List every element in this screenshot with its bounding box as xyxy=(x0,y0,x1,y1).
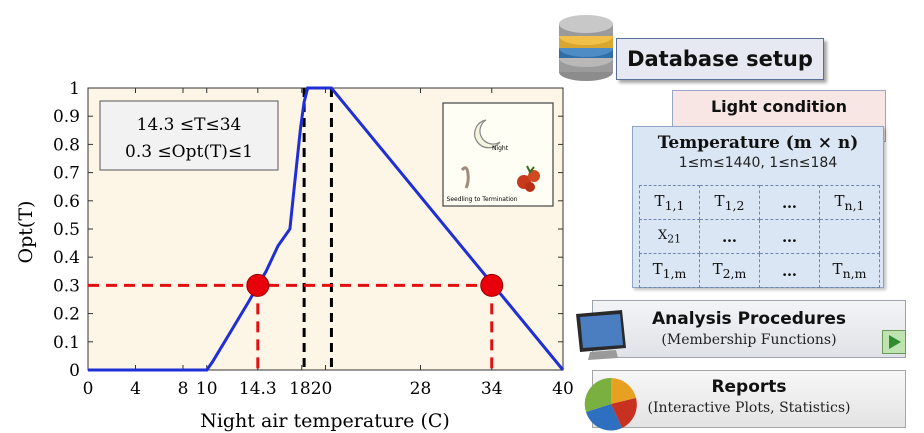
temperature-grid: T1,1 T1,2 … Tn,1 X21 … … T1,m T2,m … Tn,… xyxy=(639,185,880,288)
grid-cell: Tn,m xyxy=(819,253,880,288)
inset-label-stage: Seedling to Termination xyxy=(447,196,518,203)
y-tick-label: 1 xyxy=(69,79,80,99)
grid-row: T1,m T2,m … Tn,m xyxy=(639,253,880,288)
x-tick-label: 14.3 xyxy=(239,379,277,399)
grid-row: T1,1 T1,2 … Tn,1 xyxy=(639,185,880,220)
y-tick-label: 0.4 xyxy=(53,248,80,268)
x-tick-label: 4 xyxy=(130,379,141,399)
x-tick-label: 8 xyxy=(178,379,189,399)
grid-cell xyxy=(819,219,880,254)
temperature-title: Temperature (m × n) xyxy=(657,133,859,153)
y-tick-label: 0.9 xyxy=(53,107,80,127)
optimum-band-lines xyxy=(302,88,333,370)
grid-cell: T1,1 xyxy=(639,185,700,220)
inset-label-night: Night xyxy=(492,145,509,152)
analysis-title: Analysis Procedures xyxy=(651,309,847,329)
threshold-marker xyxy=(246,273,270,297)
annotation-line-2: 0.3 ≤Opt(T)≤1 xyxy=(125,142,253,162)
tomato-icon xyxy=(517,165,540,192)
monitor-icon xyxy=(576,310,626,360)
y-tick-label: 0.7 xyxy=(53,164,80,184)
opt-curve xyxy=(88,86,565,372)
grid-cell: … xyxy=(759,219,820,254)
analysis-procedures-button[interactable]: Analysis Procedures (Membership Function… xyxy=(592,300,906,358)
y-tick-label: 0.2 xyxy=(53,305,80,325)
grid-cell: T1,m xyxy=(639,253,700,288)
analysis-subtitle: (Membership Functions) xyxy=(661,332,837,348)
light-condition-label: Light condition xyxy=(710,97,848,116)
moon-icon xyxy=(474,119,501,149)
grid-cell: T1,2 xyxy=(699,185,760,220)
x-tick-label: 34 xyxy=(481,379,503,399)
grid-row: X21 … … xyxy=(639,219,880,254)
y-tick-label: 0.8 xyxy=(53,135,80,155)
x-tick-label: 1820 xyxy=(289,379,332,399)
database-icon xyxy=(559,15,613,81)
database-setup-title[interactable]: Database setup xyxy=(616,38,824,80)
annotation-line-1: 14.3 ≤T≤34 xyxy=(137,115,242,135)
temperature-range: 1≤m≤1440, 1≤n≤184 xyxy=(678,155,838,171)
y-axis-label: Opt(T) xyxy=(15,201,37,264)
grid-cell: … xyxy=(699,219,760,254)
grid-cell: T2,m xyxy=(699,253,760,288)
axis-ticks: 00.10.20.30.40.50.60.70.80.910 4 8 10 14.3 18… xyxy=(53,79,574,399)
y-tick-label: 0 xyxy=(69,361,80,381)
threshold-markers xyxy=(246,273,504,297)
y-tick-label: 0.3 xyxy=(53,276,80,296)
x-tick-label: 40 xyxy=(552,379,574,399)
x-tick-label: 28 xyxy=(410,379,432,399)
pie-chart-icon xyxy=(584,377,637,431)
temperature-panel: Temperature (m × n) 1≤m≤1440, 1≤n≤184 T1… xyxy=(632,126,884,288)
y-tick-label: 0.6 xyxy=(53,192,80,212)
y-tick-label: 0.5 xyxy=(53,220,80,240)
membership-chart: 00.10.20.30.40.50.60.70.80.910 4 8 10 14.3 18… xyxy=(15,79,574,432)
reports-subtitle: (Interactive Plots, Statistics) xyxy=(647,400,851,416)
annotation-box: 14.3 ≤T≤34 0.3 ≤Opt(T)≤1 xyxy=(99,100,279,171)
grid-cell: … xyxy=(759,253,820,288)
inset-image: Night Seedling to Termination xyxy=(442,102,554,207)
grid-cell: Tn,1 xyxy=(819,185,880,220)
x-tick-label: 10 xyxy=(196,379,218,399)
threshold-marker xyxy=(480,273,504,297)
grid-cell: … xyxy=(759,185,820,220)
reports-title: Reports xyxy=(711,377,787,397)
seedling-icon xyxy=(460,166,470,189)
play-icon[interactable] xyxy=(882,330,906,354)
threshold-guides xyxy=(88,283,494,370)
x-tick-label: 0 xyxy=(83,379,94,399)
y-tick-label: 0.1 xyxy=(53,333,80,353)
reports-button[interactable]: Reports (Interactive Plots, Statistics) xyxy=(592,370,906,428)
x-axis-label: Night air temperature (C) xyxy=(200,410,450,432)
grid-cell: X21 xyxy=(639,219,700,254)
